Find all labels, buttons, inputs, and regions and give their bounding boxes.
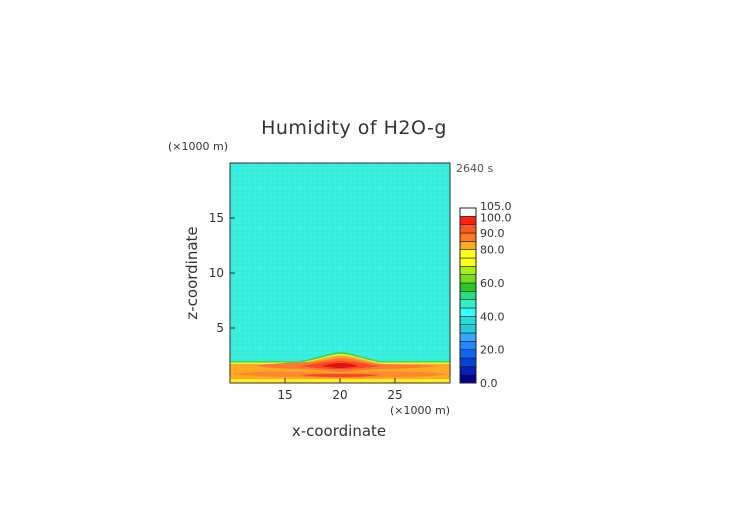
- colorbar-swatch: [459, 341, 477, 350]
- y-unit-label: (×1000 m): [168, 140, 228, 153]
- y-ticks: 5 10 15: [209, 211, 235, 335]
- colorbar-swatch: [459, 274, 477, 284]
- colorbar-label: 80.0: [480, 244, 505, 257]
- colorbar-swatch: [459, 282, 477, 292]
- colorbar-label: 105.0: [480, 200, 512, 213]
- colorbar-frame: [459, 207, 477, 384]
- colorbar-swatch: [459, 291, 477, 300]
- colorbar-label: 40.0: [480, 310, 505, 323]
- field-gridlines: [230, 163, 450, 359]
- x-ticks: 15 20 25: [277, 378, 403, 402]
- plot-area: 15 20 25 5 10 15: [209, 162, 451, 402]
- colorbar-swatch: [459, 357, 477, 367]
- x-axis-label: x-coordinate: [292, 422, 386, 440]
- x-tick-label: 20: [332, 388, 347, 402]
- colorbar-label: 60.0: [480, 277, 505, 290]
- colorbar-swatch: [459, 316, 477, 325]
- colorbar-swatch: [459, 207, 477, 217]
- colorbar-swatch: [459, 332, 477, 342]
- colorbar-swatch: [459, 324, 477, 334]
- y-tick-label: 5: [216, 321, 224, 335]
- colorbar-swatch: [459, 232, 477, 242]
- colorbar-swatch: [459, 241, 477, 250]
- colorbar-swatch: [459, 349, 477, 359]
- colorbar-swatch: [459, 249, 477, 259]
- field-core-max: [322, 363, 358, 368]
- x-tick-label: 25: [387, 388, 402, 402]
- x-unit-label: (×1000 m): [390, 404, 450, 417]
- colorbar-swatch: [459, 257, 477, 267]
- colorbar-swatch: [459, 374, 477, 384]
- colorbar-swatch: [459, 299, 477, 309]
- x-tick-label: 15: [277, 388, 292, 402]
- colorbar-swatch: [459, 216, 477, 225]
- colorbar-swatch: [459, 307, 477, 317]
- chart-title: Humidity of H2O-g: [261, 117, 447, 139]
- time-label: 2640 s: [456, 162, 493, 175]
- colorbar-label: 90.0: [480, 227, 505, 240]
- y-tick-label: 15: [209, 211, 224, 225]
- y-tick-label: 10: [209, 266, 224, 280]
- field-lower-red: [300, 374, 380, 377]
- y-axis-label: z-coordinate: [183, 226, 201, 319]
- colorbar-swatch: [459, 366, 477, 375]
- colorbar-label: 20.0: [480, 344, 505, 357]
- colorbar-label: 0.0: [480, 377, 498, 390]
- colorbar-swatch: [459, 266, 477, 275]
- colorbar-swatch: [459, 224, 477, 234]
- colorbar-label: 100.0: [480, 211, 512, 224]
